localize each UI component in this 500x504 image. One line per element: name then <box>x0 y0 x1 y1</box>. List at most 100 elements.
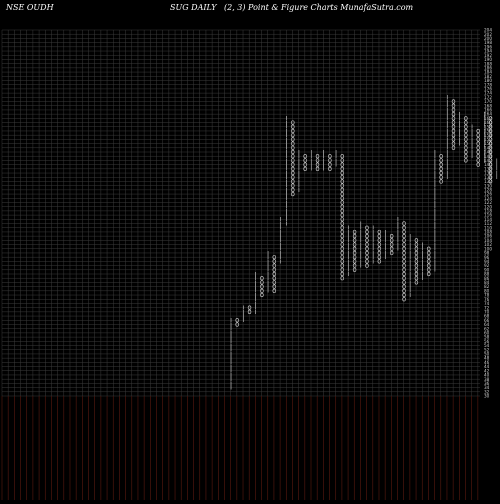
pnf-x-mark: I <box>471 154 473 160</box>
y-tick-label: 54 <box>484 343 490 348</box>
y-tick-label: 160 <box>484 120 492 125</box>
y-tick-label: 120 <box>484 204 492 209</box>
pnf-o-mark <box>377 250 382 256</box>
pnf-x-mark: I <box>311 150 313 156</box>
pnf-x-mark: I <box>267 255 269 261</box>
pnf-x-mark: I <box>298 154 300 160</box>
pnf-x-mark: I <box>230 369 232 375</box>
y-tick-label: 138 <box>484 166 492 171</box>
y-tick-label: 202 <box>484 32 492 37</box>
pnf-x-mark: I <box>280 217 282 223</box>
pnf-x-mark: I <box>280 247 282 253</box>
pnf-x-mark: I <box>243 318 245 324</box>
pnf-x-mark: I <box>286 179 288 185</box>
pnf-x-mark: I <box>230 318 232 324</box>
y-tick-label: 136 <box>484 171 492 176</box>
pnf-x-mark: I <box>422 272 424 278</box>
pnf-o-mark <box>272 271 276 277</box>
pnf-x-mark: I <box>243 314 245 320</box>
pnf-x-mark: I <box>267 263 269 269</box>
pnf-x-mark: I <box>459 129 461 135</box>
pnf-x-mark: I <box>372 234 374 240</box>
pnf-o-mark <box>488 154 493 159</box>
pnf-x-mark: I <box>360 259 362 265</box>
pnf-o-mark <box>291 120 295 125</box>
pnf-x-mark: I <box>409 259 411 265</box>
pnf-o-mark <box>365 242 369 247</box>
pnf-x-mark: I <box>230 327 232 333</box>
pnf-x-mark: I <box>230 339 232 345</box>
pnf-x-mark: I <box>447 108 449 114</box>
pnf-o-mark <box>340 170 344 176</box>
pnf-o-mark <box>451 120 456 125</box>
pnf-x-mark: I <box>267 251 269 257</box>
pnf-o-mark <box>402 225 406 230</box>
y-tick-label: 176 <box>484 86 492 91</box>
pnf-x-mark: I <box>434 226 436 232</box>
y-tick-label: 144 <box>484 154 492 159</box>
pnf-x-mark: I <box>409 289 411 295</box>
pnf-x-mark: I <box>360 263 362 269</box>
pnf-o-mark <box>402 234 406 239</box>
pnf-x-mark: I <box>422 247 424 253</box>
pnf-o-mark <box>414 250 419 256</box>
pnf-o-mark <box>402 267 406 272</box>
pnf-x-mark: I <box>422 268 424 274</box>
pnf-x-mark: I <box>348 242 350 248</box>
pnf-x-mark: I <box>459 133 461 139</box>
pnf-x-mark: I <box>286 141 288 147</box>
pnf-x-mark: I <box>397 217 399 223</box>
pnf-o-mark <box>260 288 264 293</box>
pnf-x-mark: I <box>230 322 232 328</box>
pnf-x-mark: I <box>484 158 486 164</box>
pnf-o-mark <box>414 242 419 247</box>
pnf-x-mark: I <box>280 242 282 248</box>
pnf-x-mark: I <box>255 289 257 295</box>
pnf-x-mark: I <box>267 259 269 265</box>
pnf-x-mark: I <box>286 213 288 219</box>
pnf-o-mark <box>464 141 468 146</box>
pnf-x-mark: I <box>230 331 232 337</box>
pnf-x-mark: I <box>286 221 288 227</box>
pnf-x-mark: I <box>434 242 436 248</box>
pnf-x-mark: I <box>397 238 399 244</box>
pnf-x-mark: I <box>348 255 350 261</box>
y-tick-label: 64 <box>484 322 490 327</box>
pnf-o-mark <box>365 238 369 243</box>
pnf-x-mark: I <box>459 112 461 118</box>
pnf-o-mark <box>488 175 493 180</box>
y-tick-label: 134 <box>484 175 492 180</box>
chart-grid <box>1 29 480 500</box>
pnf-x-mark: I <box>280 226 282 232</box>
y-tick-label: 170 <box>484 99 492 104</box>
pnf-o-mark <box>291 179 295 184</box>
pnf-o-mark <box>340 234 344 239</box>
pnf-o-mark <box>340 154 344 159</box>
pnf-o-mark <box>414 255 419 260</box>
pnf-x-mark: I <box>335 150 337 156</box>
pnf-x-mark: I <box>447 125 449 131</box>
pnf-x-mark: I <box>459 137 461 143</box>
pnf-x-mark: I <box>471 129 473 135</box>
pnf-o-mark <box>402 246 406 251</box>
pnf-x-mark: I <box>447 171 449 177</box>
pnf-o-mark <box>377 242 382 247</box>
pnf-x-mark: I <box>323 150 325 156</box>
y-tick-label: 204 <box>484 28 492 33</box>
pnf-x-mark: I <box>459 116 461 122</box>
pnf-x-mark: I <box>243 306 245 312</box>
pnf-x-mark: I <box>385 242 387 248</box>
pnf-o-mark <box>272 280 276 285</box>
pnf-x-mark: I <box>286 184 288 190</box>
pnf-x-mark: I <box>286 116 288 122</box>
pnf-x-mark: I <box>286 158 288 164</box>
pnf-x-mark: I <box>286 125 288 131</box>
pnf-x-mark: I <box>311 158 313 164</box>
pnf-x-mark: I <box>323 154 325 160</box>
pnf-o-mark <box>260 280 264 285</box>
pnf-x-mark: I <box>409 293 411 299</box>
pnf-x-mark: I <box>397 234 399 240</box>
pnf-x-mark: I <box>372 255 374 261</box>
y-tick-label: 100 <box>484 246 492 251</box>
pnf-x-mark: I <box>286 192 288 198</box>
